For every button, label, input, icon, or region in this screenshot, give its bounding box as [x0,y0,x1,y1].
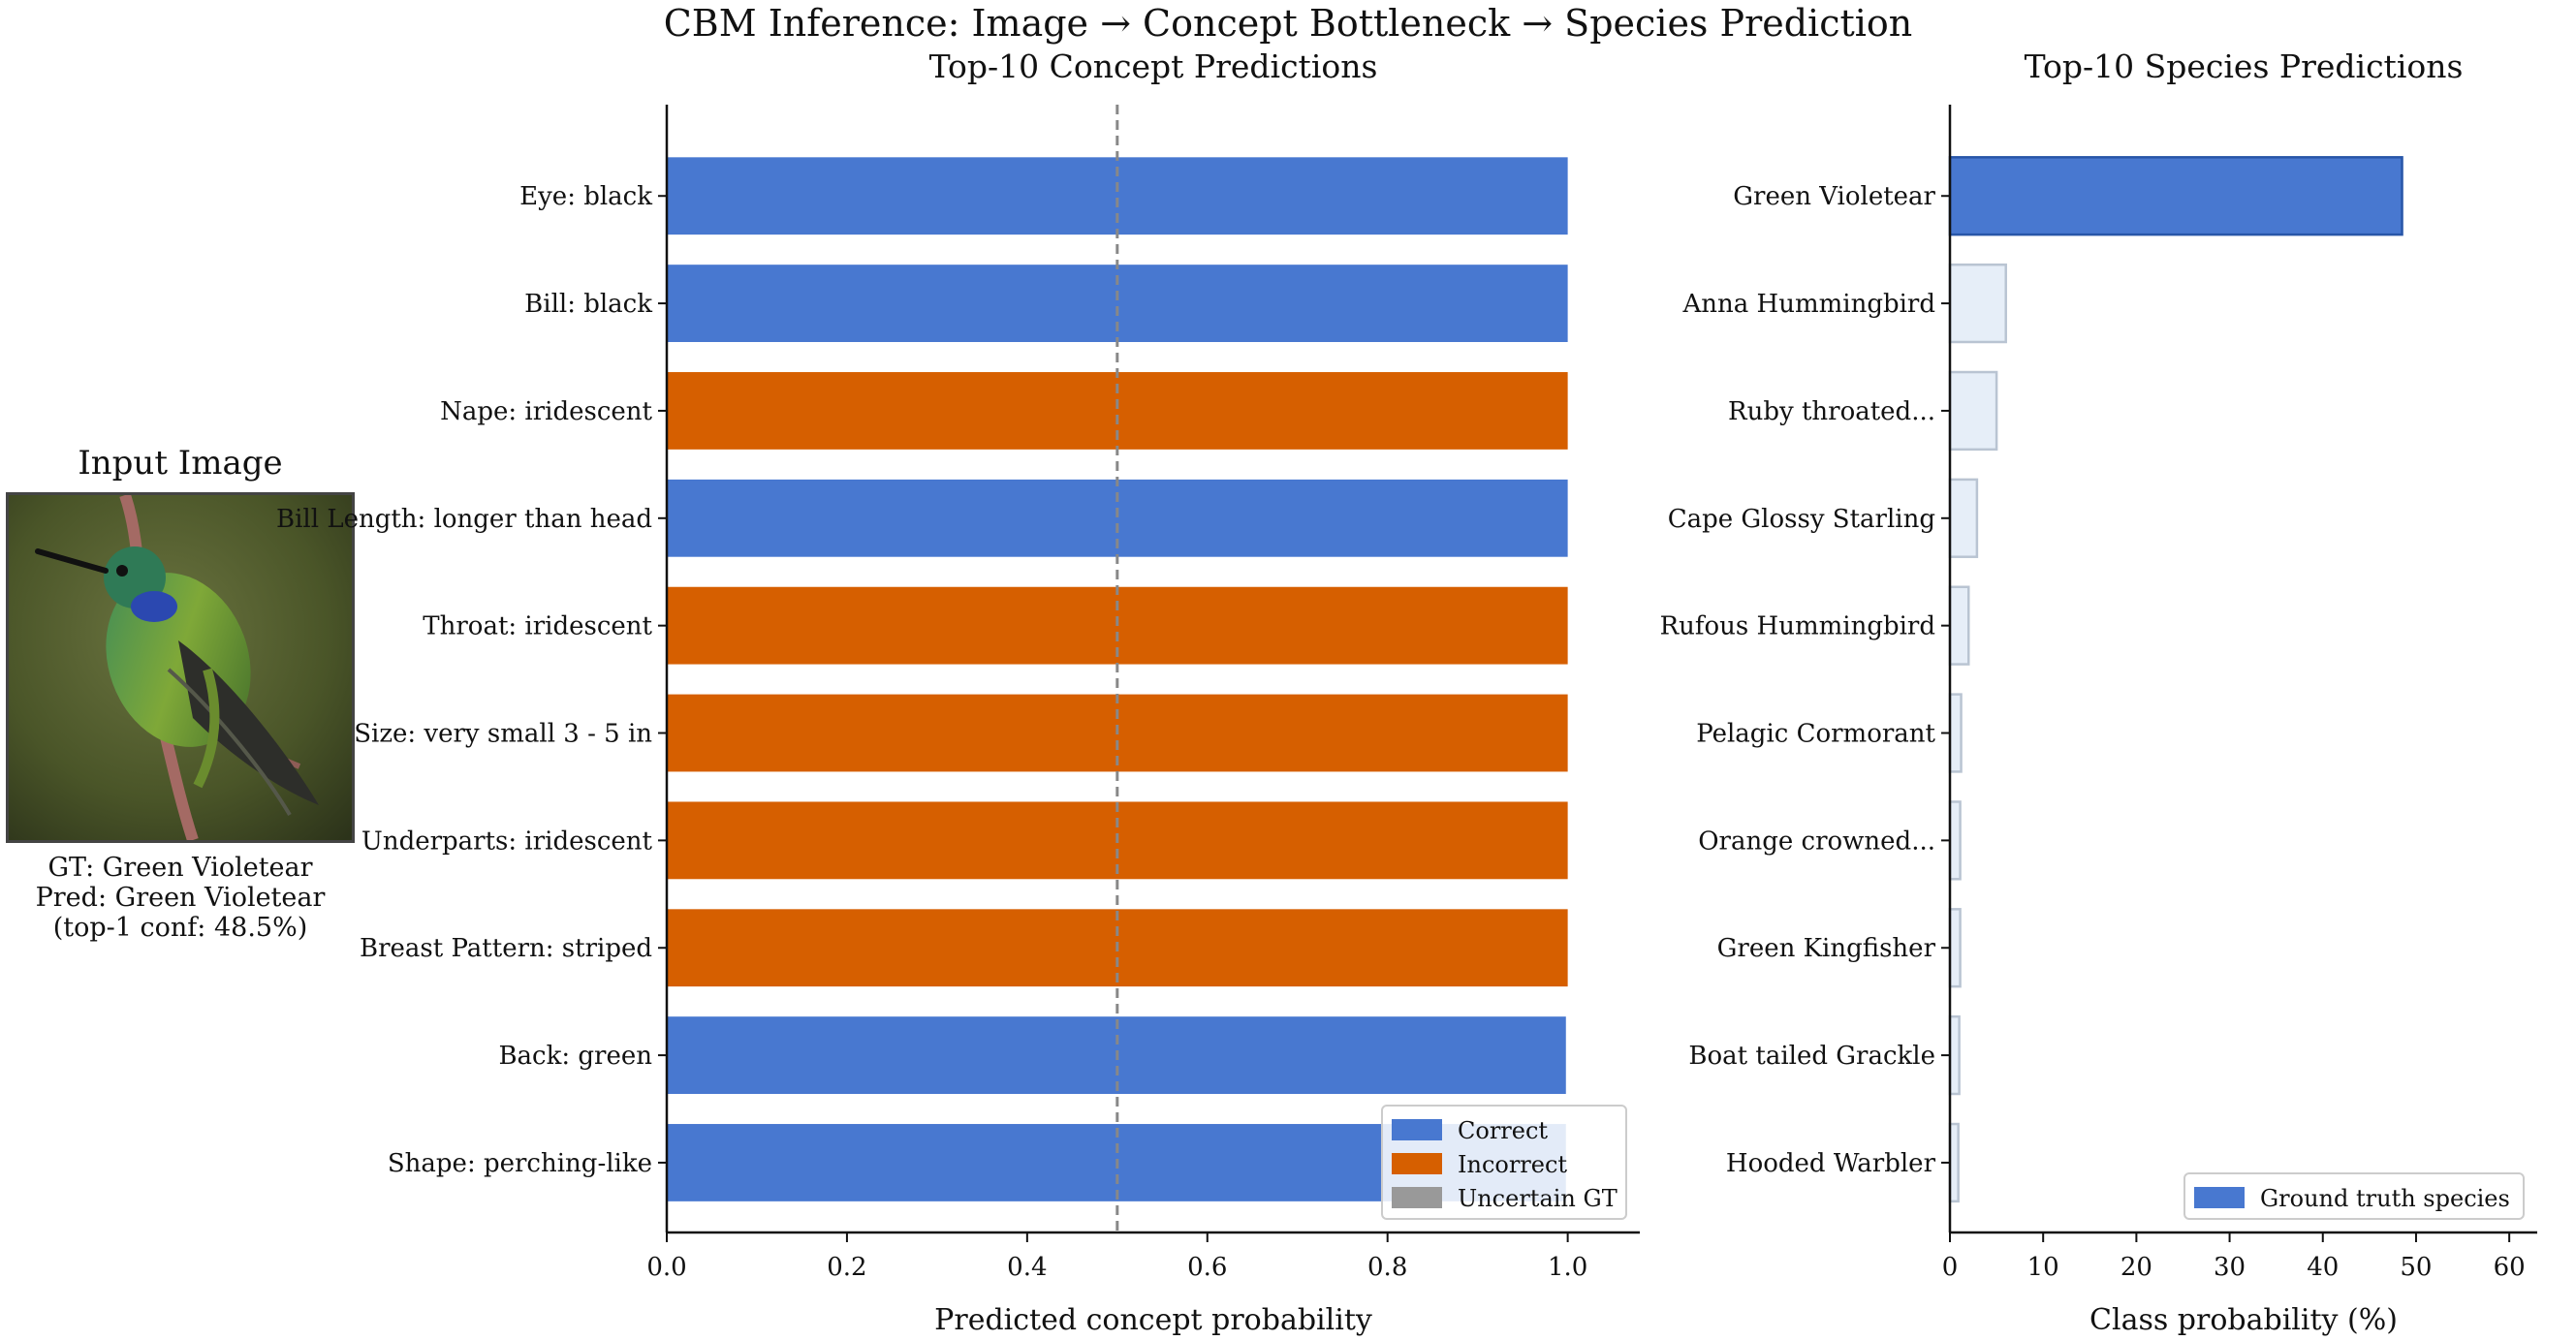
species-label-3: Ruby throated... [1728,397,1935,426]
caption-ground-truth: GT: Green Violetear [47,853,313,883]
figure-suptitle: CBM Inference: Image → Concept Bottlenec… [663,2,1913,45]
species-label-2: Anna Hummingbird [1682,290,1936,319]
concept-xtick-label-1: 0.2 [827,1253,866,1282]
species-bar-10 [1948,1122,1960,1203]
concept-legend-swatch-3 [1392,1187,1442,1208]
concept-xtick-label-0: 0.0 [646,1253,686,1282]
species-label-6: Pelagic Cormorant [1696,720,1935,749]
concept-xtick-label-4: 0.8 [1367,1253,1407,1282]
species-label-10: Hooded Warbler [1726,1149,1936,1178]
concept-label-7: Underparts: iridescent [361,826,653,856]
input-image-caption: GT: Green Violetear Pred: Green Violetea… [0,853,361,943]
species-bar-9 [1948,1014,1961,1096]
species-bar-4 [1948,478,1979,558]
species-xtick-label-3: 30 [2214,1253,2246,1282]
species-label-7: Orange crowned... [1698,826,1935,856]
species-bar-1 [1948,156,2403,236]
species-legend [2183,1172,2525,1220]
concept-label-6: Size: very small 3 - 5 in [354,720,652,749]
input-image-title: Input Image [78,444,283,483]
species-chart-title: Top-10 Species Predictions [2025,47,2464,85]
species-bar-5 [1948,585,1970,666]
species-label-1: Green Violetear [1733,182,1935,211]
caption-confidence: (top-1 conf: 48.5%) [52,913,308,943]
species-label-8: Green Kingfisher [1717,934,1936,963]
concept-chart-title: Top-10 Concept Predictions [929,47,1378,85]
species-bar-6 [1948,693,1963,773]
species-bar-2 [1948,263,2007,344]
concept-label-10: Shape: perching-like [388,1149,652,1178]
concept-xtick-label-2: 0.4 [1007,1253,1047,1282]
species-xtick-label-1: 10 [2027,1253,2059,1282]
concept-label-9: Back: green [498,1042,652,1071]
concept-label-5: Throat: iridescent [423,612,652,641]
concept-xlabel: Predicted concept probability [934,1303,1372,1337]
concept-label-3: Nape: iridescent [440,397,652,426]
hummingbird-photo-icon [9,495,352,840]
concept-label-4: Bill Length: longer than head [276,505,652,534]
concept-xtick-label-5: 1.0 [1548,1253,1587,1282]
concept-legend-swatch-2 [1392,1153,1442,1174]
caption-prediction: Pred: Green Violetear [35,883,326,913]
species-xtick-label-5: 50 [2400,1253,2432,1282]
species-bar-8 [1948,908,1962,988]
species-bar-3 [1948,370,1998,452]
species-label-5: Rufous Hummingbird [1660,612,1935,641]
concept-xtick-label-3: 0.6 [1187,1253,1227,1282]
species-xtick-label-6: 60 [2494,1253,2526,1282]
species-legend-swatch-1 [2194,1187,2245,1208]
concept-legend [1381,1105,1627,1220]
species-label-9: Boat tailed Grackle [1688,1042,1935,1071]
concept-legend-swatch-1 [1392,1119,1442,1140]
concept-legend-label-2: Incorrect [1458,1151,1567,1178]
species-bar-7 [1948,800,1962,881]
species-xtick-label-0: 0 [1942,1253,1959,1282]
concept-label-1: Eye: black [519,182,652,211]
concept-legend-label-3: Uncertain GT [1458,1185,1618,1212]
species-legend-label-1: Ground truth species [2260,1185,2510,1212]
species-xtick-label-2: 20 [2120,1253,2152,1282]
concept-label-2: Bill: black [524,290,652,319]
species-label-4: Cape Glossy Starling [1668,505,1935,534]
concept-legend-label-1: Correct [1458,1117,1548,1144]
species-xtick-label-4: 40 [2307,1253,2339,1282]
input-image [6,492,355,843]
concept-label-8: Breast Pattern: striped [360,934,652,963]
species-xlabel: Class probability (%) [2089,1303,2398,1337]
